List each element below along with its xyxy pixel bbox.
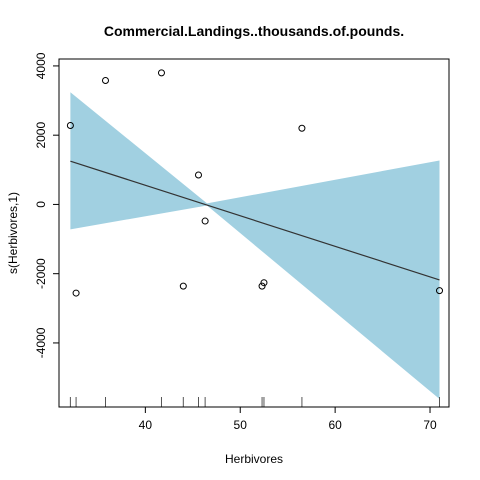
chart-title: Commercial.Landings..thousands.of.pounds… [104, 23, 404, 39]
x-tick-label: 70 [423, 418, 437, 432]
data-points-layer [66, 69, 444, 297]
x-tick-label: 40 [139, 418, 153, 432]
data-point [258, 282, 266, 290]
rug-layer [69, 397, 441, 407]
fit-line-layer [70, 160, 440, 281]
y-tick-label: 2000 [34, 122, 48, 149]
data-point [157, 69, 165, 77]
data-point [436, 287, 444, 295]
confidence-band-layer [70, 92, 440, 400]
y-tick-label: 4000 [34, 52, 48, 79]
axes-layer: 40 50 60 70 -4000 -2000 0 2000 4000 [34, 52, 437, 432]
y-tick-label: 0 [34, 201, 48, 208]
x-axis-label: Herbivores [225, 452, 283, 466]
x-tick-label: 50 [234, 418, 248, 432]
data-point [194, 171, 202, 179]
fit-line [70, 160, 440, 281]
data-point [298, 124, 306, 132]
data-point [179, 282, 187, 290]
x-tick-label: 60 [328, 418, 342, 432]
y-tick-label: -2000 [34, 258, 48, 289]
y-tick-label: -4000 [34, 327, 48, 358]
data-point [66, 121, 74, 129]
data-point [101, 76, 109, 84]
plot-frame [58, 58, 450, 408]
data-point [72, 289, 80, 297]
data-point [260, 279, 268, 287]
y-axis-label: s(Herbivores,1) [6, 192, 20, 274]
data-point [201, 217, 209, 225]
confidence-band [70, 92, 440, 400]
